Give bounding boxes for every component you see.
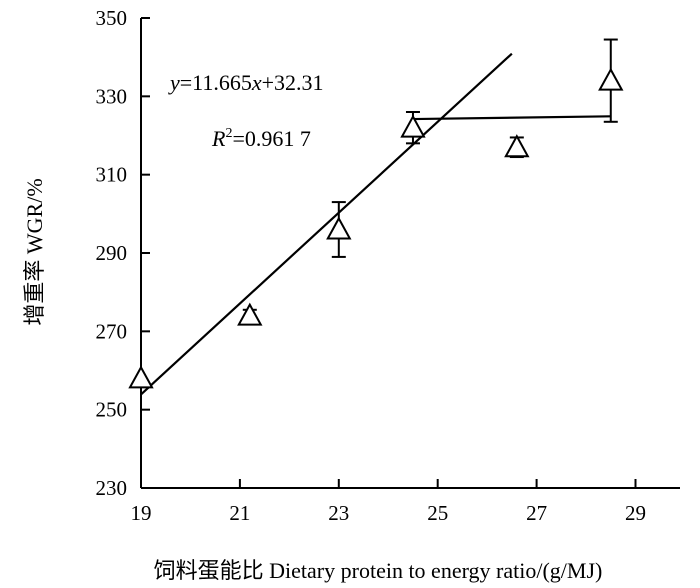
ticks: 230 250 270 290 310 330 350 19 21 23 25 27 29 <box>96 6 646 525</box>
x-tick-label: 21 <box>229 501 250 525</box>
x-tick-label: 25 <box>427 501 448 525</box>
data-point-triangle <box>598 67 624 91</box>
data-point-triangle <box>128 365 154 389</box>
x-axis-title: 饲料蛋能比 Dietary protein to energy ratio/(g… <box>154 558 603 583</box>
equation-x-var: x <box>251 70 262 95</box>
x-tick-label: 27 <box>526 501 547 525</box>
y-tick-label: 230 <box>96 476 128 500</box>
fit-line <box>412 115 611 121</box>
r-squared-exponent: 2 <box>225 126 232 141</box>
data-points <box>128 67 624 389</box>
x-tick-label: 23 <box>328 501 349 525</box>
equation-y-var: y <box>168 70 180 95</box>
y-tick-label: 310 <box>96 163 128 187</box>
data-point-triangle <box>326 216 352 240</box>
x-tick-label: 19 <box>131 501 152 525</box>
y-tick-label: 250 <box>96 398 128 422</box>
fit-line <box>140 52 513 396</box>
regression-equation: y=11.665x+32.31 <box>168 70 324 95</box>
data-point-triangle <box>237 302 263 326</box>
r-squared-symbol: R <box>211 126 226 151</box>
x-tick-label: 29 <box>625 501 646 525</box>
y-axis-title: 增重率 WGR/% <box>22 178 47 325</box>
y-tick-label: 270 <box>96 319 128 343</box>
y-tick-label: 330 <box>96 84 128 108</box>
fit-lines <box>140 52 611 396</box>
y-tick-label: 290 <box>96 241 128 265</box>
equation-intercept: +32.31 <box>262 70 324 95</box>
r-squared-value: =0.961 7 <box>232 126 310 151</box>
equation-coefficient: =11.665 <box>180 70 252 95</box>
data-point-triangle <box>400 114 426 138</box>
y-tick-label: 350 <box>96 6 128 30</box>
r-squared-label: R2=0.961 7 <box>211 126 311 151</box>
data-point-triangle <box>504 134 530 158</box>
